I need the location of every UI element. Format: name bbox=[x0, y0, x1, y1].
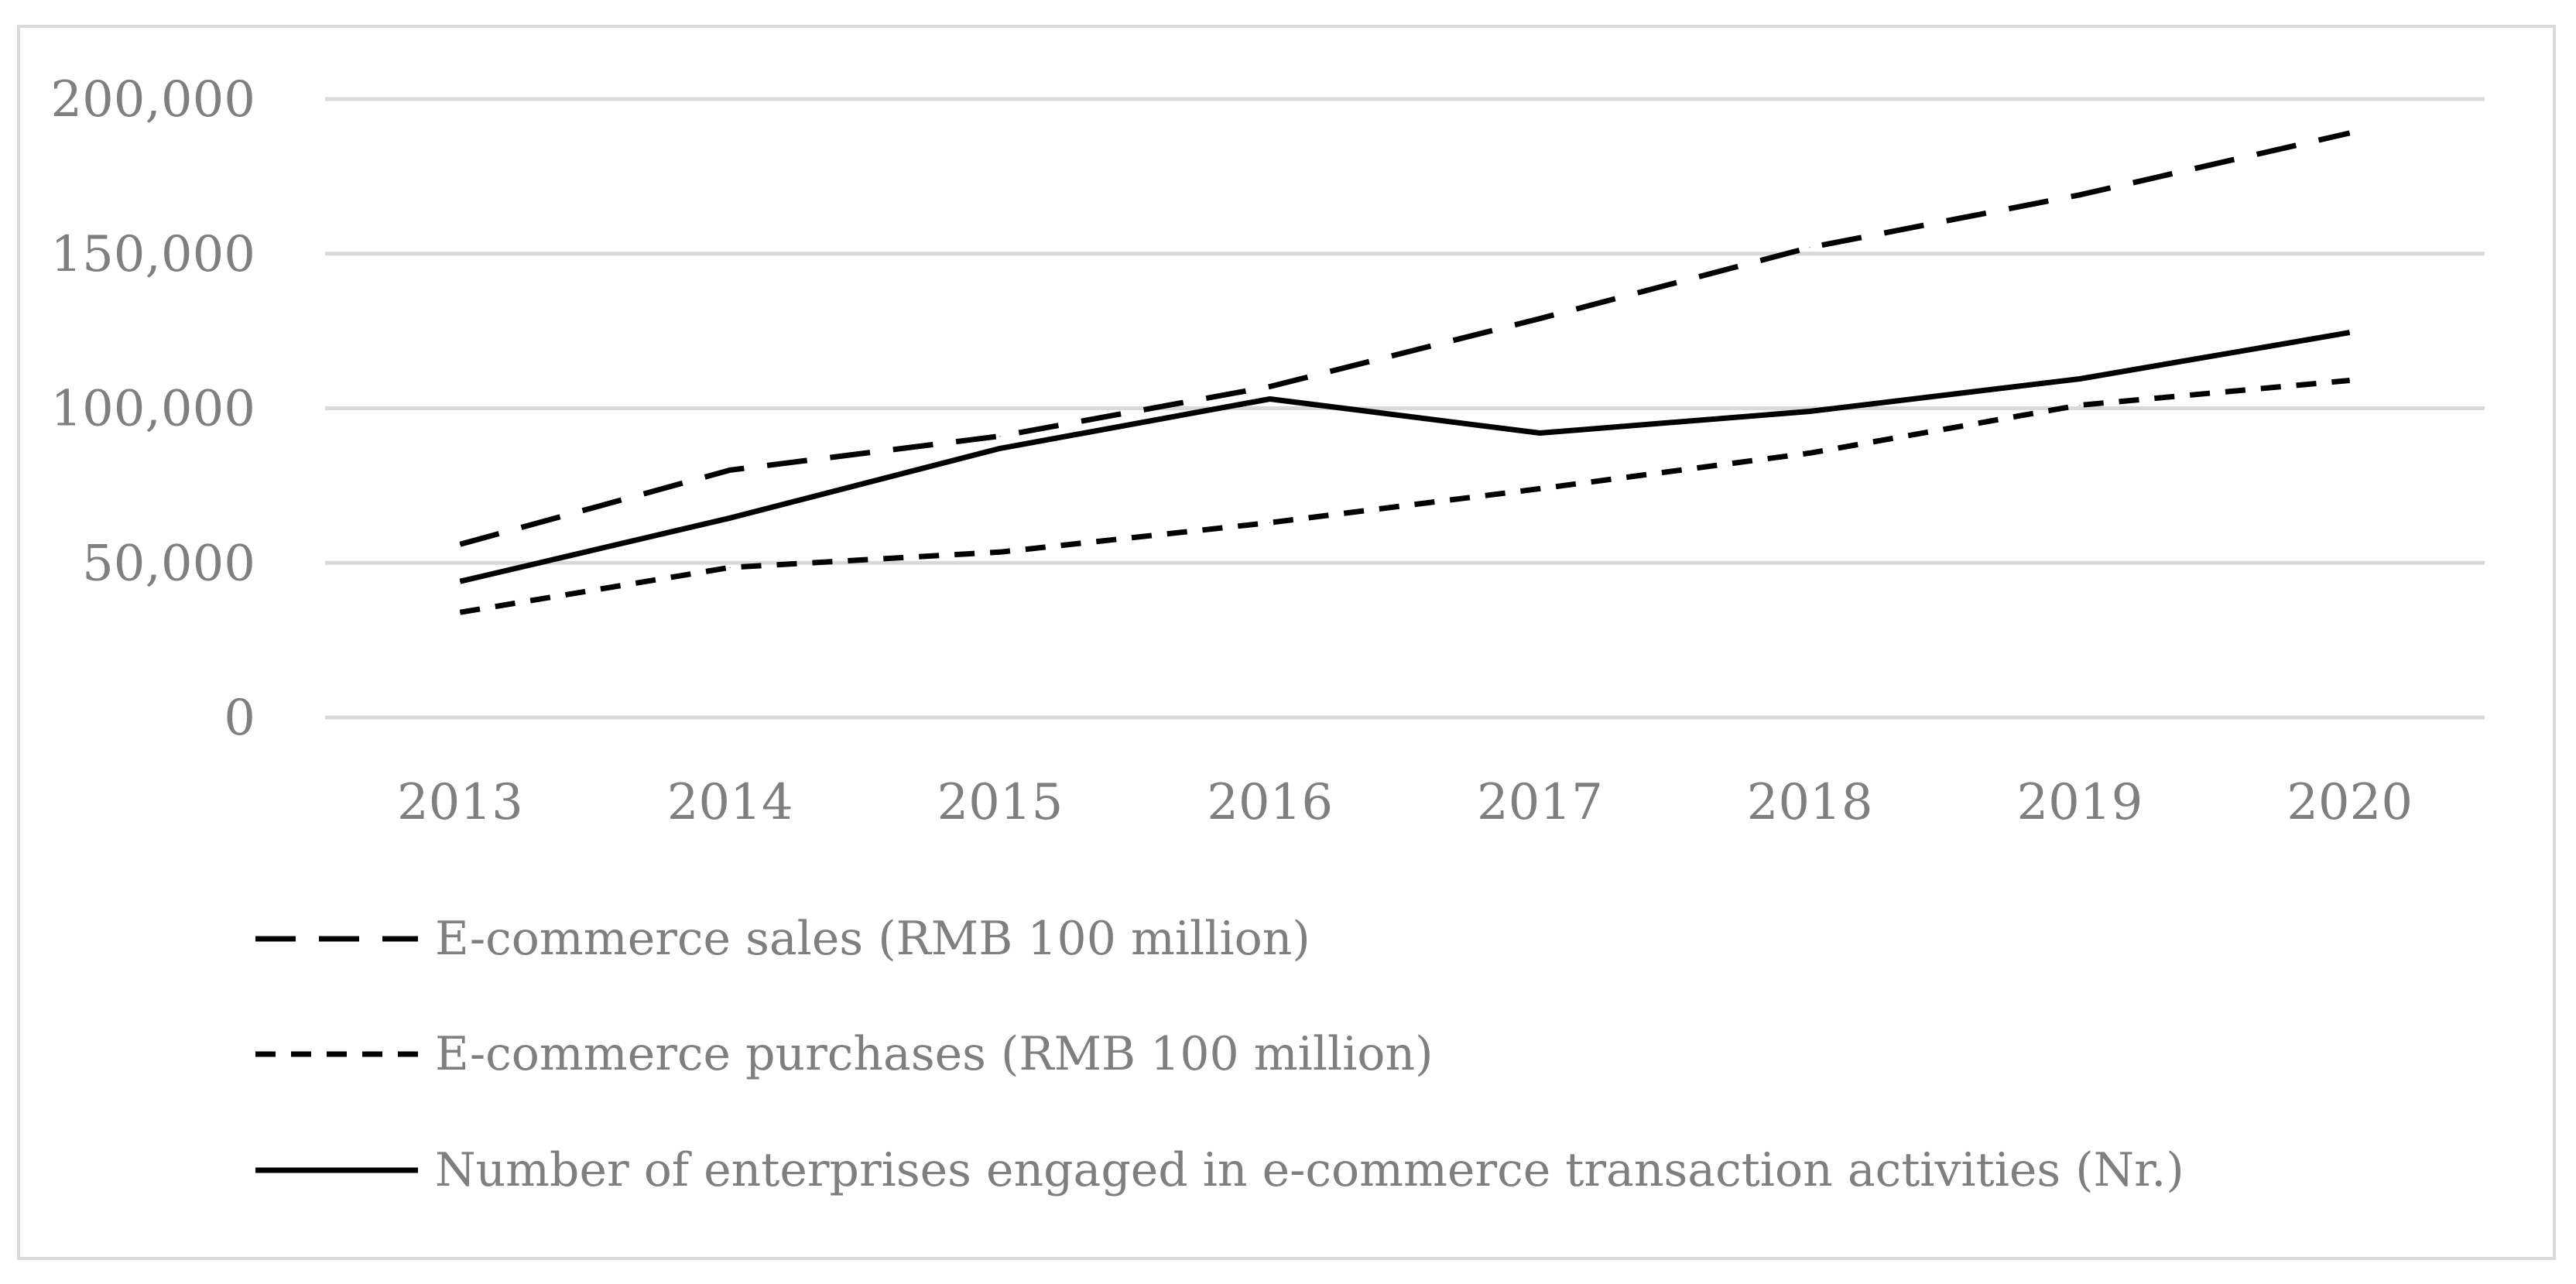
data-point bbox=[999, 551, 1001, 553]
series-line-1 bbox=[459, 130, 2351, 547]
x-tick-label: 2020 bbox=[2287, 774, 2413, 831]
x-tick-label: 2013 bbox=[397, 774, 523, 831]
x-tick-label: 2014 bbox=[667, 774, 793, 831]
data-point bbox=[999, 447, 1001, 449]
x-tick-label: 2017 bbox=[1477, 774, 1603, 831]
x-axis-ticks: 2013 2014 2015 2016 2017 2018 2019 2020 bbox=[397, 774, 2413, 831]
chart-frame bbox=[17, 25, 2556, 1260]
data-point bbox=[729, 517, 731, 519]
data-point bbox=[459, 543, 461, 545]
y-tick-label: 50,000 bbox=[82, 535, 255, 592]
x-tick-label: 2015 bbox=[937, 774, 1063, 831]
data-point bbox=[459, 580, 461, 582]
series-lines bbox=[459, 130, 2351, 615]
y-axis-ticks: 0 50,000 100,000 150,000 200,000 bbox=[50, 71, 255, 747]
legend: E-commerce sales (RMB 100 million) E-comm… bbox=[255, 912, 2184, 1197]
data-point bbox=[459, 611, 461, 613]
x-tick-label: 2018 bbox=[1747, 774, 1873, 831]
data-point bbox=[2349, 380, 2351, 382]
legend-label-1: E-commerce sales (RMB 100 million) bbox=[435, 912, 1310, 966]
y-tick-label: 0 bbox=[224, 690, 255, 747]
legend-label-3: Number of enterprises engaged in e-comme… bbox=[435, 1143, 2184, 1197]
gridlines bbox=[325, 97, 2485, 720]
data-point bbox=[999, 435, 1001, 437]
x-tick-label: 2019 bbox=[2016, 774, 2143, 831]
data-point bbox=[2349, 132, 2351, 134]
x-tick-label: 2016 bbox=[1207, 774, 1333, 831]
legend-label-2: E-commerce purchases (RMB 100 million) bbox=[435, 1027, 1434, 1081]
data-point bbox=[2079, 378, 2081, 380]
data-point bbox=[729, 469, 731, 471]
data-point bbox=[1269, 522, 1271, 523]
series-line-3 bbox=[459, 330, 2351, 584]
y-tick-label: 100,000 bbox=[50, 381, 255, 438]
y-tick-label: 150,000 bbox=[50, 226, 255, 283]
data-point bbox=[1269, 386, 1271, 388]
data-point bbox=[2349, 332, 2351, 334]
data-point bbox=[2079, 194, 2081, 196]
data-point bbox=[729, 567, 731, 568]
data-point bbox=[2079, 405, 2081, 406]
y-tick-label: 200,000 bbox=[50, 71, 255, 128]
